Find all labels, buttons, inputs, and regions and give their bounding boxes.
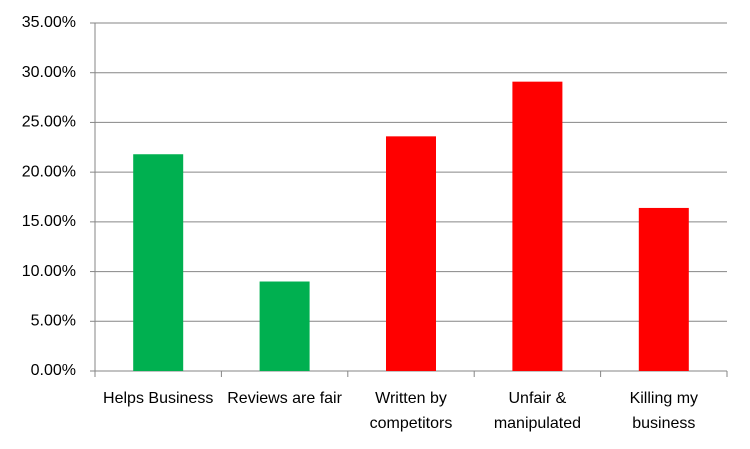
bar bbox=[259, 281, 310, 371]
y-tick-label: 0.00% bbox=[31, 362, 76, 379]
y-tick-label: 35.00% bbox=[22, 14, 76, 31]
x-tick-label: Helps Business bbox=[103, 390, 213, 407]
y-tick-label: 15.00% bbox=[22, 213, 76, 230]
x-tick-label: Reviews are fair bbox=[227, 390, 342, 407]
bar bbox=[638, 207, 689, 371]
x-tick-label: Unfair & manipulated bbox=[494, 390, 581, 432]
y-tick-label: 5.00% bbox=[31, 313, 76, 330]
x-tick-label: Killing my business bbox=[630, 390, 698, 432]
y-tick-label: 25.00% bbox=[22, 114, 76, 131]
y-tick-label: 20.00% bbox=[22, 163, 76, 180]
x-tick-label: Written by competitors bbox=[370, 390, 453, 432]
bar bbox=[512, 81, 563, 372]
y-tick-label: 10.00% bbox=[22, 263, 76, 280]
bar bbox=[133, 154, 184, 371]
y-tick-label: 30.00% bbox=[22, 64, 76, 81]
bar bbox=[386, 136, 436, 371]
